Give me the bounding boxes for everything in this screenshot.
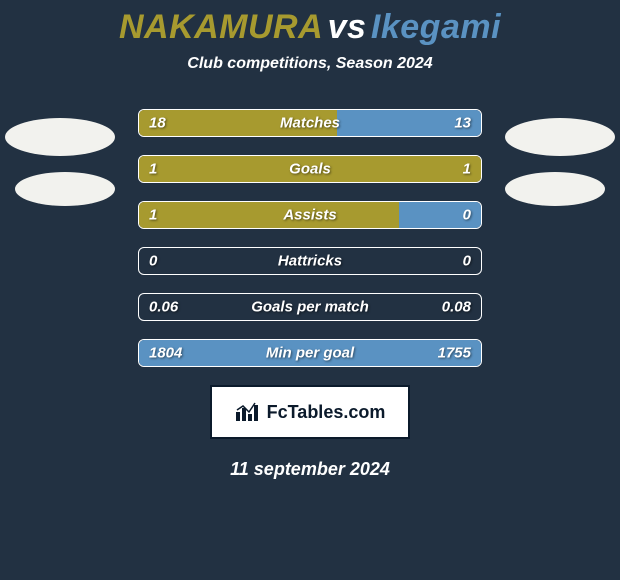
stat-value-left: 0.06	[149, 299, 178, 316]
stat-bar: 1804 1755 Min per goal	[138, 339, 482, 367]
player2-team-placeholder	[505, 172, 605, 206]
stat-label: Hattricks	[278, 253, 342, 270]
stat-label: Min per goal	[266, 345, 354, 362]
player2-avatar-placeholder	[505, 118, 615, 156]
stat-value-left: 1804	[149, 345, 182, 362]
vs-text: vs	[328, 8, 367, 46]
fctables-logo-text: FcTables.com	[267, 402, 386, 423]
date: 11 september 2024	[0, 459, 620, 480]
stat-bar: 1 1 Goals	[138, 155, 482, 183]
fctables-logo: FcTables.com	[210, 385, 410, 439]
player1-name: NAKAMURA	[119, 8, 323, 46]
stat-value-right: 0	[463, 253, 471, 270]
fctables-icon	[235, 402, 261, 422]
stat-value-left: 1	[149, 161, 157, 178]
stat-bar: 0.06 0.08 Goals per match	[138, 293, 482, 321]
player1-team-placeholder	[15, 172, 115, 206]
stat-bar: 0 0 Hattricks	[138, 247, 482, 275]
stat-label: Goals per match	[251, 299, 369, 316]
player1-avatar-placeholder	[5, 118, 115, 156]
stat-value-left: 1	[149, 207, 157, 224]
stat-label: Goals	[289, 161, 331, 178]
stat-value-left: 18	[149, 115, 166, 132]
stat-label: Assists	[283, 207, 336, 224]
subtitle: Club competitions, Season 2024	[0, 55, 620, 73]
stat-label: Matches	[280, 115, 340, 132]
stat-bar-fill-left	[139, 202, 399, 228]
stat-value-right: 13	[454, 115, 471, 132]
stat-bar: 18 13 Matches	[138, 109, 482, 137]
stat-value-right: 0	[463, 207, 471, 224]
player2-name: Ikegami	[371, 8, 501, 46]
stat-value-right: 0.08	[442, 299, 471, 316]
stat-value-right: 1	[463, 161, 471, 178]
stat-bar: 1 0 Assists	[138, 201, 482, 229]
stats-bars: 18 13 Matches 1 1 Goals 1 0 Assists 0 0 Hattricks 0.…	[138, 109, 482, 367]
stat-value-left: 0	[149, 253, 157, 270]
stat-value-right: 1755	[438, 345, 471, 362]
title: NAKAMURA vs Ikegami	[0, 0, 620, 47]
